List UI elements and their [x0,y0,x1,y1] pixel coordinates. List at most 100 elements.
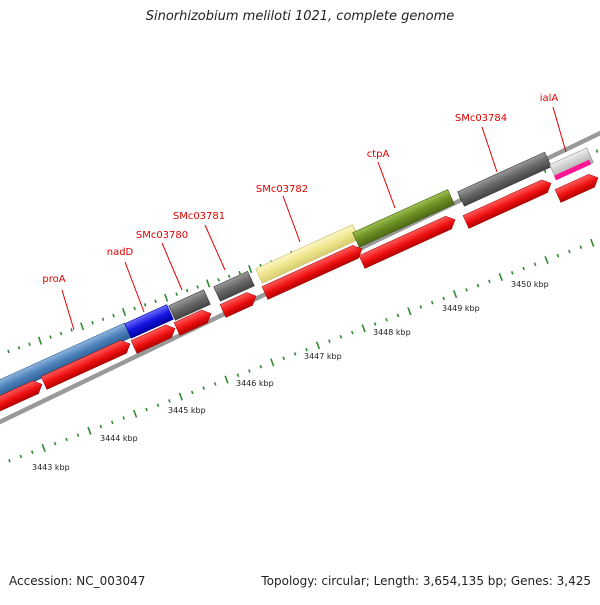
kbp-scale-label: 3448 kbp [373,328,411,337]
tick-mark-lower [99,424,103,429]
tick-mark-upper [227,274,231,279]
tick-mark-upper [17,346,21,350]
map-title: Sinorhizobium meliloti 1021, complete ge… [145,9,455,24]
tick-mark-upper [101,317,105,321]
gene-label-SMc03782: SMc03782 [256,184,308,195]
tick-mark-upper [133,306,136,311]
tick-mark-lower [452,290,458,299]
tick-mark-upper [595,149,599,153]
tick-mark-upper [49,335,52,339]
cds-arrow [261,245,363,300]
tick-mark-lower [224,375,229,384]
tick-mark-lower [350,330,354,335]
tick-mark-upper [185,288,189,293]
tick-mark-lower [65,437,68,442]
tick-mark-upper [238,270,241,275]
cds-arrow [0,380,43,414]
tick-mark-upper [143,303,147,307]
backbone-layer [0,129,600,425]
tick-mark-lower [339,335,343,339]
gene-label-proA: proA [42,274,65,285]
cds-arrow [40,340,131,390]
tick-mark-lower [556,253,560,258]
tick-mark-lower [305,347,308,352]
gene-label-SMc03780: SMc03780 [136,230,188,241]
ctpA-block [352,189,455,248]
tick-mark-upper [175,292,178,296]
cds-arrow [173,309,212,336]
tick-mark-lower [87,426,92,435]
cds-arrow [462,179,552,229]
tick-mark-lower [579,245,583,249]
cds-arrow [554,174,599,203]
tick-mark-lower [544,255,549,265]
tick-mark-lower [407,307,412,316]
gene-leader-line [124,261,145,313]
tick-mark-lower [168,399,171,403]
kbp-scale-label: 3444 kbp [100,434,138,443]
tick-mark-lower [19,454,23,459]
kbp-scale-label: 3450 kbp [511,280,549,289]
gene-leader-line [61,289,75,331]
tick-mark-upper [164,293,169,302]
tick-mark-lower [476,283,480,288]
tick-mark-upper [196,285,199,289]
ialA-accent-strip [553,159,592,181]
label-layer: 3443 kbp 3444 kbp 3445 kbp 3446 kbp 3447 kbp… [32,93,567,472]
tick-mark-lower [442,296,445,301]
tick-mark-lower [373,322,377,326]
tick-mark-lower [145,407,148,412]
tick-mark-lower [385,317,388,322]
tick-mark-lower [248,369,251,373]
tick-mark-lower [328,339,331,343]
tick-mark-lower [396,313,400,318]
tick-mark-lower [315,341,321,350]
tick-mark-lower [419,305,423,309]
kbp-scale-label: 3449 kbp [442,304,480,313]
tick-mark-lower [178,392,183,401]
tick-mark-upper [122,308,127,317]
tick-mark-upper [154,299,157,304]
tick-mark-lower [53,441,57,446]
gene-leader-line [161,242,183,291]
tick-mark-lower [156,403,160,407]
gene-label-nadD: nadD [107,247,134,258]
kbp-scale-label: 3443 kbp [32,463,70,472]
SMc03784-block [457,151,552,207]
kbp-scale-label: 3446 kbp [236,379,274,388]
gene-label-ialA: ialA [540,93,559,104]
tick-mark-lower [132,409,138,418]
tick-mark-lower [361,324,366,333]
tick-mark-lower [202,386,206,390]
tick-mark-lower [213,382,217,386]
gene-leader-line [377,161,396,209]
tick-mark-lower [30,450,34,454]
kbp-scale-label: 3445 kbp [168,406,206,415]
tick-mark-lower [190,390,194,395]
genome-summary-text: Topology: circular; Length: 3,654,135 bp… [261,574,591,588]
gene-label-ctpA: ctpA [367,149,390,160]
tick-mark-lower [568,249,571,254]
tick-mark-upper [217,278,220,282]
tick-mark-lower [522,266,525,271]
nadD-block [124,304,174,339]
gene-layer [0,147,599,414]
SMc03781-block [213,270,255,302]
gene-label-SMc03784: SMc03784 [455,113,507,124]
tick-mark-lower [590,238,595,247]
tick-mark-upper [206,279,211,288]
tick-mark-lower [533,262,537,267]
tick-mark-lower [270,358,275,367]
gene-leader-line [481,126,498,173]
cds-arrow [358,215,456,269]
tick-mark-lower [510,271,514,275]
tick-mark-lower [41,443,46,452]
tick-mark-upper [70,328,73,332]
tick-mark-lower [110,420,114,425]
kbp-scale-label: 3447 kbp [304,352,342,361]
tick-mark-lower [498,273,503,282]
tick-mark-lower [488,279,491,284]
tick-mark-lower [430,300,434,305]
tick-mark-lower [465,288,468,292]
